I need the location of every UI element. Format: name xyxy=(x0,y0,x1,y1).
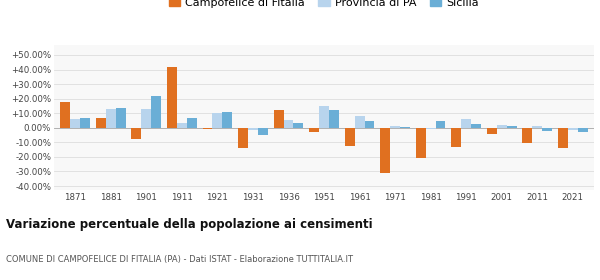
Bar xyxy=(151,97,161,128)
Bar xyxy=(131,128,142,139)
Bar xyxy=(203,128,212,129)
Bar xyxy=(177,123,187,128)
Bar xyxy=(542,128,552,131)
Bar xyxy=(380,128,390,173)
Bar xyxy=(487,128,497,134)
Text: Variazione percentuale della popolazione ai censimenti: Variazione percentuale della popolazione… xyxy=(6,218,373,231)
Bar xyxy=(238,128,248,148)
Bar xyxy=(223,112,232,128)
Bar xyxy=(187,118,197,128)
Legend: Campofelice di Fitalia, Provincia di PA, Sicilia: Campofelice di Fitalia, Provincia di PA,… xyxy=(167,0,481,10)
Bar xyxy=(532,126,542,128)
Bar xyxy=(416,128,425,158)
Bar xyxy=(522,128,532,143)
Bar xyxy=(471,124,481,128)
Bar xyxy=(248,128,258,130)
Bar xyxy=(578,128,587,132)
Bar xyxy=(70,119,80,128)
Bar xyxy=(365,120,374,128)
Bar xyxy=(258,128,268,135)
Bar xyxy=(284,120,293,128)
Bar xyxy=(329,109,339,128)
Bar xyxy=(116,108,126,128)
Bar xyxy=(344,128,355,146)
Bar xyxy=(558,128,568,148)
Bar xyxy=(319,106,329,128)
Bar xyxy=(309,128,319,132)
Bar xyxy=(96,118,106,128)
Bar xyxy=(451,128,461,147)
Bar xyxy=(80,118,90,128)
Bar xyxy=(497,125,506,128)
Text: COMUNE DI CAMPOFELICE DI FITALIA (PA) - Dati ISTAT - Elaborazione TUTTITALIA.IT: COMUNE DI CAMPOFELICE DI FITALIA (PA) - … xyxy=(6,255,353,264)
Bar xyxy=(142,109,151,128)
Bar xyxy=(212,113,223,128)
Bar xyxy=(390,126,400,128)
Bar xyxy=(506,126,517,128)
Bar xyxy=(461,119,471,128)
Bar xyxy=(355,116,365,128)
Bar xyxy=(61,102,70,128)
Bar xyxy=(274,110,284,128)
Bar xyxy=(293,123,304,128)
Bar xyxy=(425,128,436,129)
Bar xyxy=(106,109,116,128)
Bar xyxy=(167,67,177,128)
Bar xyxy=(436,120,445,128)
Bar xyxy=(400,127,410,128)
Bar xyxy=(568,128,578,130)
